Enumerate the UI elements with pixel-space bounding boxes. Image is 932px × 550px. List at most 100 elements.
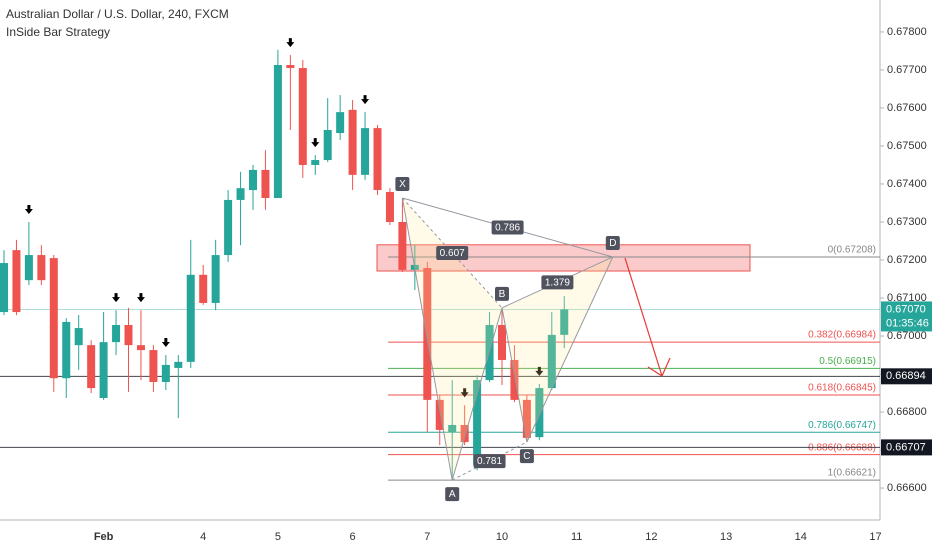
x-tick-label: 11 [571, 531, 582, 543]
candle-body [199, 274, 208, 303]
chart-subtitle: InSide Bar Strategy [6, 25, 110, 39]
candle-body [211, 255, 220, 303]
candle-body [460, 424, 469, 443]
fib-label: 1(0.66621) [828, 468, 876, 479]
signal-arrow [311, 138, 320, 148]
signal-arrow [136, 293, 145, 303]
candle-body [423, 267, 432, 400]
candle-body [224, 199, 233, 256]
harmonic-pattern: X A B C D 0.786 0.607 1.379 0.781 [395, 177, 620, 502]
pattern-label: 0.786 [495, 223, 520, 234]
candle-body [149, 350, 158, 383]
y-tick-label: 0.67000 [887, 330, 927, 342]
pattern-label: X [399, 179, 406, 190]
y-tick-label: 0.66800 [887, 406, 927, 418]
projection-arrow-head [647, 357, 671, 377]
pattern-label: 1.379 [545, 278, 570, 289]
y-tick-label: 0.67100 [887, 292, 927, 304]
pattern-line [401, 197, 453, 481]
candle-body [498, 325, 506, 360]
fib-label: 0.618(0.66845) [808, 383, 876, 394]
price-badge-label: 0.66707 [886, 441, 926, 453]
candle-body [535, 388, 544, 438]
label-box [495, 286, 509, 301]
candle-body [560, 309, 569, 335]
candle-body [398, 221, 407, 270]
candle-body [186, 274, 195, 362]
y-tick-label: 0.67600 [887, 102, 927, 114]
pattern-label: 0.607 [440, 248, 465, 259]
candle-body [323, 130, 332, 161]
fib-label: 0(0.67208) [828, 245, 876, 256]
label-box [436, 245, 469, 260]
y-tick-label: 0.67500 [887, 140, 927, 152]
y-tick-label: 0.67700 [887, 64, 927, 76]
fib-label: 0.5(0.66915) [819, 356, 876, 367]
price-badge [881, 439, 932, 456]
x-tick-label: 4 [200, 531, 206, 543]
x-tick-label: 10 [496, 531, 508, 543]
pattern-line [526, 256, 614, 443]
candle-body [112, 325, 121, 343]
candle-body [373, 128, 382, 191]
x-tick-label: 12 [645, 531, 657, 543]
y-tick-label: 0.67300 [887, 216, 927, 228]
label-box [491, 220, 524, 235]
candle-body [24, 255, 33, 281]
candle-body [124, 325, 133, 346]
axes: 0.67800 0.67700 0.67600 0.67500 0.67400 0.673… [94, 26, 932, 543]
candle-body [74, 328, 83, 346]
chart-title: Australian Dollar / U.S. Dollar, 240, FX… [6, 7, 229, 21]
candle-body [249, 169, 257, 191]
candle-body [37, 255, 46, 281]
candle-body [510, 359, 519, 400]
label-box [519, 449, 534, 464]
candle-body [547, 334, 556, 389]
y-tick-label: 0.67800 [887, 26, 927, 38]
price-badge-label: 0.66894 [886, 370, 926, 382]
label-box [541, 275, 574, 290]
fib-label: 0.786(0.66747) [808, 420, 876, 431]
price-badge [881, 301, 932, 332]
x-tick-label: Feb [94, 531, 114, 543]
countdown-label: 01:35:46 [886, 317, 929, 329]
pattern-line [451, 441, 528, 481]
signal-arrow [361, 95, 370, 105]
label-box [605, 235, 620, 250]
signal-arrow [112, 293, 121, 303]
candle-body [385, 191, 394, 222]
candle-body [473, 380, 482, 465]
candles [0, 38, 569, 481]
candle-body [286, 65, 295, 69]
candle-body [522, 399, 531, 438]
x-tick-label: 17 [869, 531, 881, 543]
x-tick-label: 6 [350, 531, 356, 543]
candle-body [298, 68, 307, 165]
pattern-label: A [449, 489, 456, 500]
pattern-label: B [499, 289, 506, 300]
candle-body [273, 65, 282, 199]
candle-body [236, 188, 245, 200]
candle-body [261, 169, 270, 199]
signal-arrow [24, 204, 33, 214]
candle-body [136, 345, 145, 351]
signal-arrow [535, 366, 544, 376]
pattern-fill [402, 198, 502, 481]
candle-body [448, 424, 457, 433]
signal-arrow [460, 388, 469, 398]
candle-body [161, 364, 170, 383]
candle-body [12, 250, 21, 313]
price-badge [881, 368, 932, 385]
x-tick-label: 7 [424, 531, 430, 543]
pattern-label: C [523, 451, 530, 462]
signal-arrow [286, 38, 295, 48]
x-tick-label: 5 [275, 531, 281, 543]
candle-body [348, 109, 357, 175]
candle-body [62, 321, 71, 379]
projection-arrow [624, 257, 663, 377]
x-tick-label: 14 [795, 531, 807, 543]
y-tick-label: 0.66600 [887, 482, 927, 494]
